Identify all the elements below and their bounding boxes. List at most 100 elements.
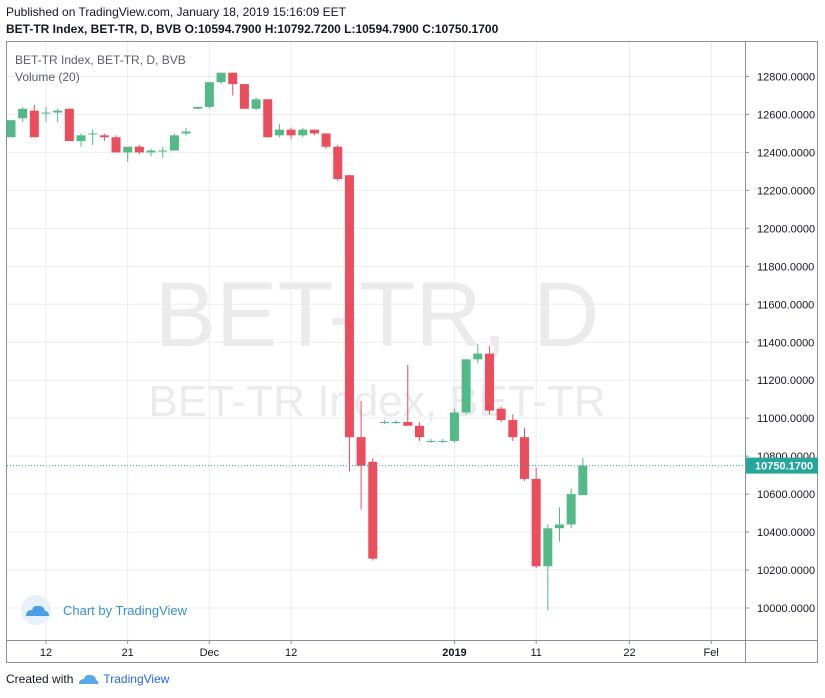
candle[interactable] <box>169 133 179 151</box>
candle[interactable] <box>368 458 378 561</box>
candle[interactable] <box>64 108 74 142</box>
candle[interactable] <box>449 408 459 443</box>
legend-volume: Volume (20) <box>15 70 80 84</box>
candle[interactable] <box>53 108 63 123</box>
candle[interactable] <box>146 148 156 157</box>
candle[interactable] <box>379 420 389 424</box>
candle-body <box>298 129 308 136</box>
candle[interactable] <box>134 144 144 155</box>
candle[interactable] <box>298 127 308 138</box>
candle[interactable] <box>554 507 564 542</box>
candle[interactable] <box>356 401 366 510</box>
y-tick-label: 10000.0000 <box>757 603 815 615</box>
candle[interactable] <box>274 123 284 138</box>
candle[interactable] <box>228 72 238 96</box>
candle-body <box>111 137 121 153</box>
candle[interactable] <box>403 365 413 426</box>
candle[interactable] <box>461 359 471 415</box>
candle-body <box>263 99 273 138</box>
candle[interactable] <box>496 406 506 422</box>
candle[interactable] <box>414 421 424 441</box>
candle-body <box>566 494 576 525</box>
candle[interactable] <box>29 104 39 138</box>
tradingview-brand[interactable]: TradingView <box>103 672 170 686</box>
ohlc-line: BET-TR Index, BET-TR, D, BVB O:10594.790… <box>6 22 499 36</box>
last-price-label-bg <box>746 457 818 474</box>
candle[interactable] <box>484 346 494 415</box>
candle[interactable] <box>309 129 319 136</box>
candle-body <box>426 440 436 442</box>
candle-body <box>146 150 156 153</box>
candle-body <box>216 72 226 83</box>
candle[interactable] <box>6 120 16 138</box>
candle[interactable] <box>193 106 203 109</box>
candle[interactable] <box>578 457 588 496</box>
candle[interactable] <box>321 133 331 149</box>
candle[interactable] <box>344 175 354 472</box>
candle-body <box>309 129 319 134</box>
candle-body <box>403 421 413 426</box>
candle-body <box>18 108 28 119</box>
x-tick-label: 2019 <box>442 647 466 659</box>
candle[interactable] <box>473 344 483 364</box>
candle-body <box>158 150 168 152</box>
candle[interactable] <box>566 488 576 529</box>
candle[interactable] <box>438 439 448 443</box>
candle-body <box>99 135 109 138</box>
candle[interactable] <box>519 427 529 481</box>
candle[interactable] <box>88 129 98 145</box>
candle-body <box>379 421 389 423</box>
candle[interactable] <box>239 84 249 109</box>
y-tick-label: 10600.0000 <box>757 489 815 501</box>
chart-by-tradingview-logo[interactable]: Chart by TradingView <box>21 595 188 625</box>
candle[interactable] <box>181 127 191 136</box>
candle-body <box>391 421 401 423</box>
candle-body <box>123 146 133 153</box>
candle[interactable] <box>76 133 86 147</box>
y-axis: 12800.0000 12600.0000 12400.0000 12200.0000… <box>745 72 815 615</box>
candle-body <box>554 524 564 529</box>
candle[interactable] <box>158 146 168 159</box>
candle-body <box>64 108 74 142</box>
watermark-small: BET-TR Index, BET-TR <box>148 377 605 426</box>
candle[interactable] <box>391 420 401 424</box>
cloud-shape <box>26 605 49 616</box>
candle[interactable] <box>286 127 296 140</box>
candle[interactable] <box>41 106 51 123</box>
candle[interactable] <box>251 97 261 111</box>
candle-body <box>204 82 214 107</box>
candle[interactable] <box>333 144 343 181</box>
candle[interactable] <box>111 135 121 153</box>
candle[interactable] <box>99 133 109 142</box>
published-line: Published on TradingView.com, January 18… <box>6 5 347 19</box>
candle[interactable] <box>204 82 214 109</box>
candles <box>6 72 588 610</box>
last-price: 10750.1700 <box>7 457 818 474</box>
candle-body <box>484 353 494 411</box>
candle-body <box>578 465 588 496</box>
candle[interactable] <box>216 72 226 85</box>
watermark-big: BET-TR, D <box>155 264 600 366</box>
x-tick-label: 11 <box>530 647 541 659</box>
candle-body <box>53 110 63 113</box>
chart-frame[interactable] <box>6 41 818 663</box>
candle-body <box>461 359 471 413</box>
candle[interactable] <box>508 414 518 441</box>
y-tick-label: 11000.0000 <box>757 413 814 425</box>
candle-body <box>321 133 331 147</box>
y-tick-label: 11800.0000 <box>757 261 814 273</box>
candle[interactable] <box>426 439 436 443</box>
y-tick-label: 12000.0000 <box>757 223 815 235</box>
candle[interactable] <box>263 99 273 138</box>
candle-body <box>531 478 541 567</box>
candle-body <box>496 408 506 421</box>
chart-by-label[interactable]: Chart by TradingView <box>63 603 188 618</box>
candle[interactable] <box>18 106 28 123</box>
candle-body <box>29 110 39 138</box>
candle[interactable] <box>531 467 541 569</box>
candle[interactable] <box>123 146 133 162</box>
candle[interactable] <box>543 524 553 610</box>
candle-body <box>228 72 238 85</box>
candle-body <box>368 461 378 559</box>
